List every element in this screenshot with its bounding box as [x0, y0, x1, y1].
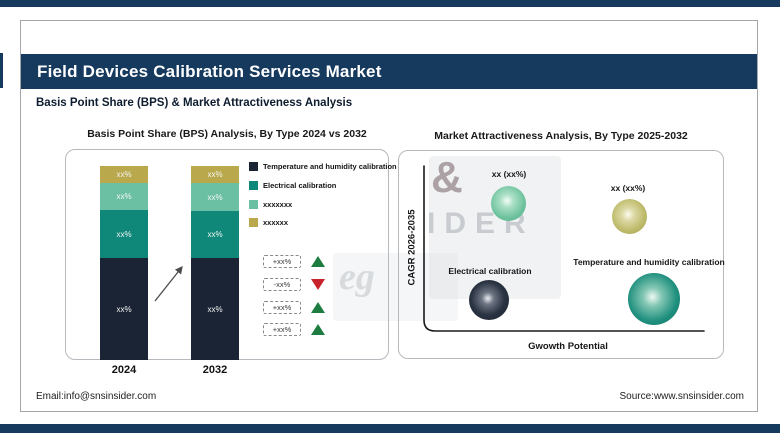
bubble-label-olive: xx (xx%) [610, 183, 646, 193]
bar-label-2024: 2024 [111, 364, 137, 376]
legend-item-other1: xxxxxxx [249, 200, 292, 209]
bar-2024-segment-other2: xx% [100, 166, 148, 183]
left-edge-band-artifact [0, 53, 3, 88]
footer-email: Email:info@snsinsider.com [36, 391, 157, 402]
attractiveness-chart-title: Market Attractiveness Analysis, By Type … [434, 130, 688, 142]
change-callout-4: +xx% [263, 323, 301, 336]
bubble-olive [612, 199, 647, 234]
legend-swatch-olive-icon [249, 218, 258, 227]
xy-axis [423, 165, 705, 332]
trend-up-icon [311, 302, 325, 313]
bar-2032-segment-other2: xx% [191, 166, 239, 183]
bottom-accent-bar [0, 424, 780, 433]
stacked-bar-2024: xx% xx% xx% xx% [100, 166, 148, 360]
bubble-seafoam [491, 186, 526, 221]
bps-chart-title: Basis Point Share (BPS) Analysis, By Typ… [87, 128, 367, 140]
bar-2032-segment-electrical: xx% [191, 211, 239, 258]
page-subtitle: Basis Point Share (BPS) & Market Attract… [36, 97, 353, 109]
bar-2024-segment-electrical: xx% [100, 210, 148, 258]
page-title: Field Devices Calibration Services Marke… [37, 61, 382, 81]
top-accent-bar [0, 0, 780, 7]
legend-item-electrical: Electrical calibration [249, 181, 336, 190]
bar-2024-segment-other1: xx% [100, 183, 148, 210]
legend-swatch-seafoam-icon [249, 200, 258, 209]
legend-swatch-navy-icon [249, 162, 258, 171]
change-callout-1: +xx% [263, 255, 301, 268]
bubble-temperature-humidity-calibration [628, 273, 680, 325]
bubble-electrical-calibration [469, 280, 509, 320]
bar-2024-segment-temperature: xx% [100, 258, 148, 360]
x-axis-label: Gwowth Potential [528, 341, 608, 352]
bubble-label-electrical: Electrical calibration [448, 266, 532, 276]
legend-swatch-teal-icon [249, 181, 258, 190]
bubble-label-temperature: Temperature and humidity calibration [573, 257, 725, 267]
trend-up-icon [311, 324, 325, 335]
page-title-band: Field Devices Calibration Services Marke… [21, 54, 757, 89]
trend-up-icon [311, 256, 325, 267]
y-axis-label: CAGR 2026-2035 [406, 209, 418, 286]
change-callout-3: +xx% [263, 301, 301, 314]
bar-2032-segment-temperature: xx% [191, 258, 239, 360]
trend-down-icon [311, 279, 325, 290]
bar-2032-segment-other1: xx% [191, 183, 239, 211]
growth-arrow-icon [154, 265, 183, 302]
change-callout-2: -xx% [263, 278, 301, 291]
bubble-label-seafoam: xx (xx%) [491, 169, 527, 179]
footer-source: Source:www.snsinsider.com [619, 391, 745, 402]
legend-item-temperature: Temperature and humidity calibration [249, 162, 397, 171]
stacked-bar-2032: xx% xx% xx% xx% [191, 166, 239, 360]
content-card: & IDER eg Field Devices Calibration Serv… [20, 20, 758, 412]
bar-label-2032: 2032 [202, 364, 228, 376]
legend-item-other2: xxxxxx [249, 218, 288, 227]
attractiveness-chart-panel [398, 150, 724, 359]
